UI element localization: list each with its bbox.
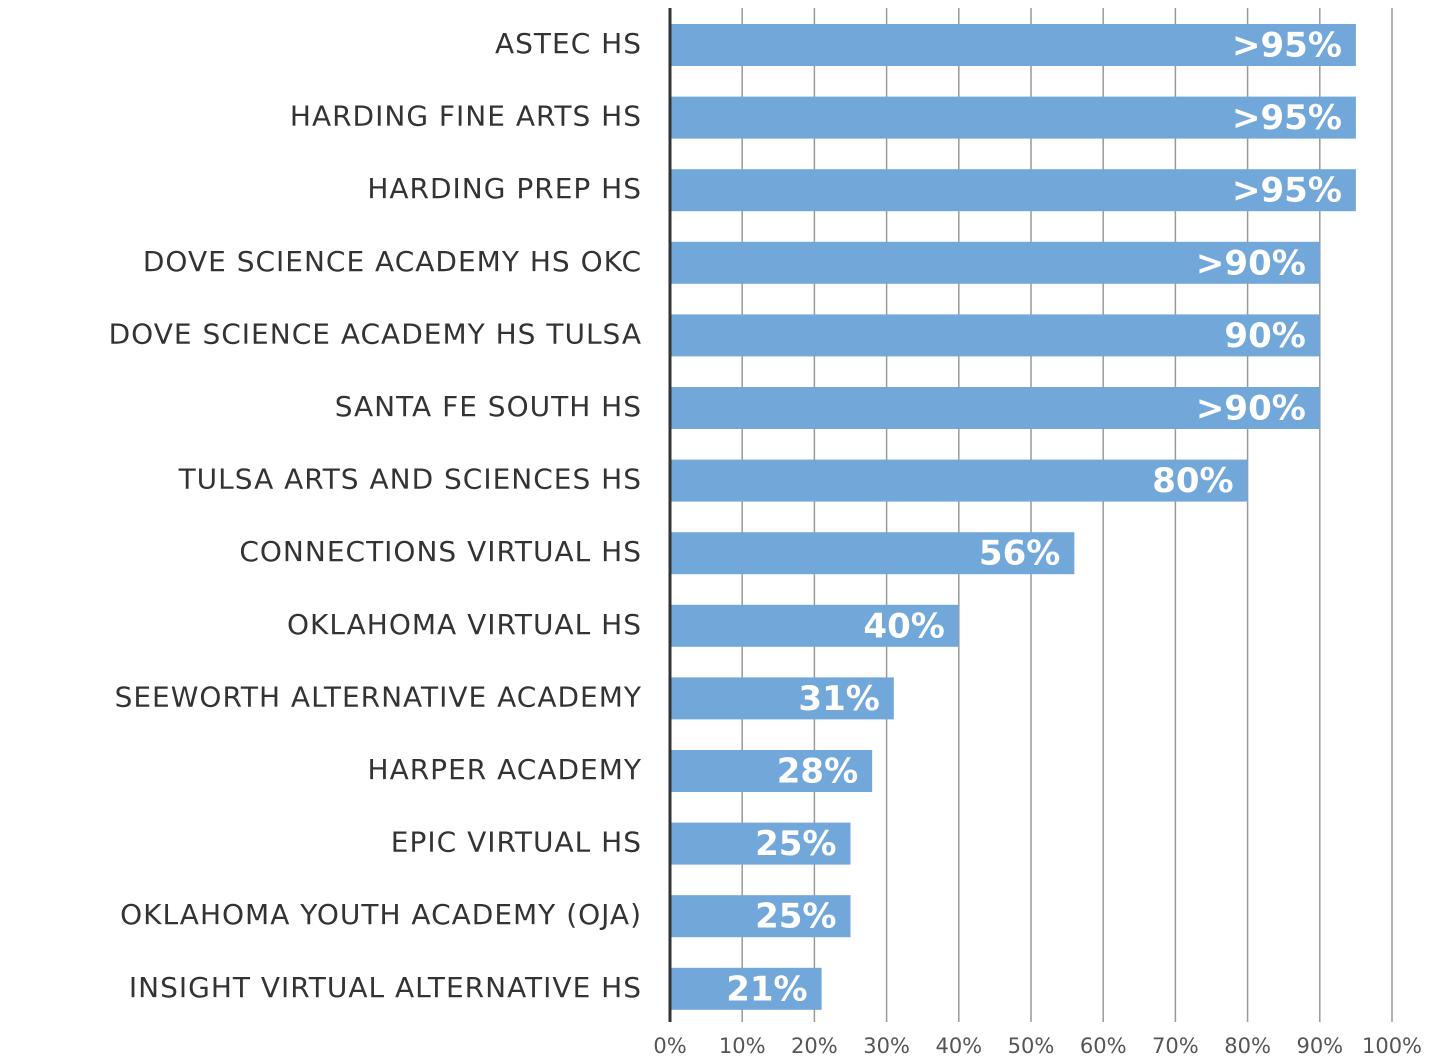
value-label: >95% [1232,26,1342,66]
bar [670,241,1320,284]
y-tick-label: CONNECTIONS VIRTUAL HS [239,535,642,568]
value-label: >90% [1196,389,1306,429]
bar [670,169,1356,212]
y-tick-label: ASTEC HS [495,27,642,60]
bar [670,895,851,938]
value-label: >95% [1232,98,1342,138]
value-label: 28% [777,752,858,792]
value-label: >90% [1196,243,1306,283]
value-label: 25% [755,897,836,937]
x-tick-label: 10% [719,1034,766,1058]
y-tick-label: HARDING FINE ARTS HS [290,100,642,133]
bar [670,24,1356,66]
x-tick-label: 40% [935,1034,982,1058]
value-label: 25% [755,824,836,864]
y-tick-label: TULSA ARTS AND SCIENCES HS [178,463,642,496]
y-tick-label: SANTA FE SOUTH HS [335,390,642,423]
x-tick-label: 90% [1296,1034,1343,1058]
y-tick-label: INSIGHT VIRTUAL ALTERNATIVE HS [129,971,642,1004]
x-tick-label: 0% [653,1034,686,1058]
x-tick-label: 70% [1152,1034,1199,1058]
bar [670,750,873,792]
x-tick-label: 50% [1008,1034,1055,1058]
bar [670,314,1320,357]
y-tick-label: DOVE SCIENCE ACADEMY HS OKC [143,245,642,278]
bar [670,967,822,1010]
value-label: 40% [863,606,944,646]
value-label: 21% [726,969,807,1009]
bar [670,822,851,865]
y-tick-label: DOVE SCIENCE ACADEMY HS TULSA [109,317,642,350]
x-tick-label: 60% [1080,1034,1127,1058]
value-label: 56% [979,534,1060,574]
bar [670,387,1320,429]
value-label: >95% [1232,171,1342,211]
bar [670,96,1356,139]
y-tick-label: HARPER ACADEMY [368,753,642,786]
bar [670,677,894,720]
y-tick-label: OKLAHOMA VIRTUAL HS [287,608,642,641]
y-tick-label: HARDING PREP HS [367,172,642,205]
x-tick-label: 100% [1362,1034,1422,1058]
x-tick-label: 80% [1224,1034,1271,1058]
y-tick-label: EPIC VIRTUAL HS [391,826,642,859]
x-tick-label: 20% [791,1034,838,1058]
y-tick-label: SEEWORTH ALTERNATIVE ACADEMY [115,680,642,713]
bar [670,532,1075,575]
value-label: 80% [1152,461,1233,501]
bar [670,459,1248,502]
y-tick-label: OKLAHOMA YOUTH ACADEMY (OJA) [120,898,642,931]
bar [670,604,959,647]
value-label: 31% [798,679,879,719]
x-tick-label: 30% [863,1034,910,1058]
value-label: 90% [1224,316,1305,356]
